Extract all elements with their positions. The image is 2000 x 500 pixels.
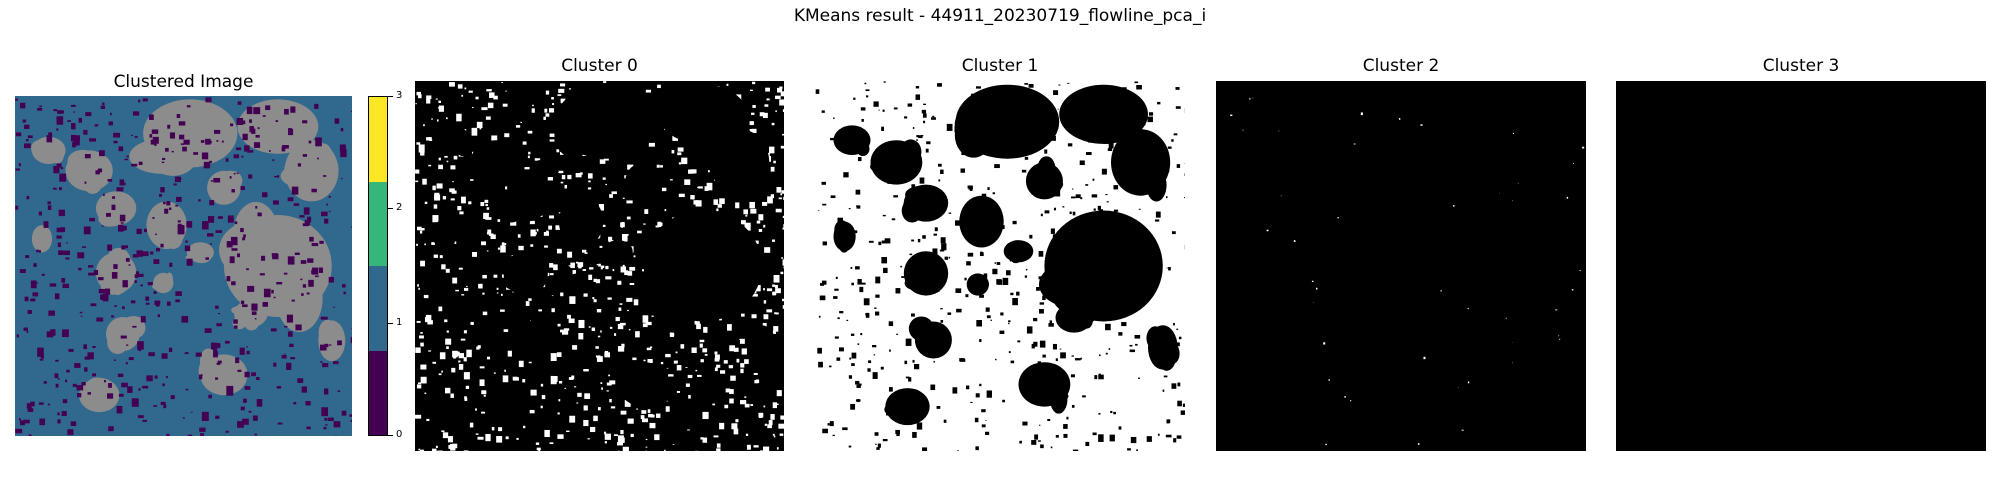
clustered-image-heatmap [15,96,352,436]
colorbar-segment-3 [369,97,387,182]
cluster-1-mask [815,81,1185,451]
colorbar-tick-1 [388,323,393,324]
cluster-0-title: Cluster 0 [561,56,638,76]
cluster-2-title: Cluster 2 [1362,56,1440,76]
colorbar-tick-2 [388,208,393,209]
colorbar-tick-0 [388,435,393,436]
colorbar-label-0: 0 [396,429,403,440]
cluster-3-title: Cluster 3 [1762,56,1840,76]
colorbar-label-3: 3 [396,90,403,101]
colorbar-tick-3 [388,96,393,97]
cluster-2-mask [1216,81,1586,451]
cluster-0-mask [415,81,784,451]
colorbar [368,96,388,436]
colorbar-segment-1 [369,266,387,351]
cluster-3-mask [1616,81,1986,451]
figure-suptitle: KMeans result - 44911_20230719_flowline_… [793,6,1207,26]
colorbar-segment-2 [369,181,387,266]
colorbar-label-1: 1 [396,317,403,328]
cluster-1-title: Cluster 1 [961,56,1039,76]
colorbar-label-2: 2 [396,202,403,213]
clustered-image-title: Clustered Image [113,72,254,92]
colorbar-segment-0 [369,350,387,435]
